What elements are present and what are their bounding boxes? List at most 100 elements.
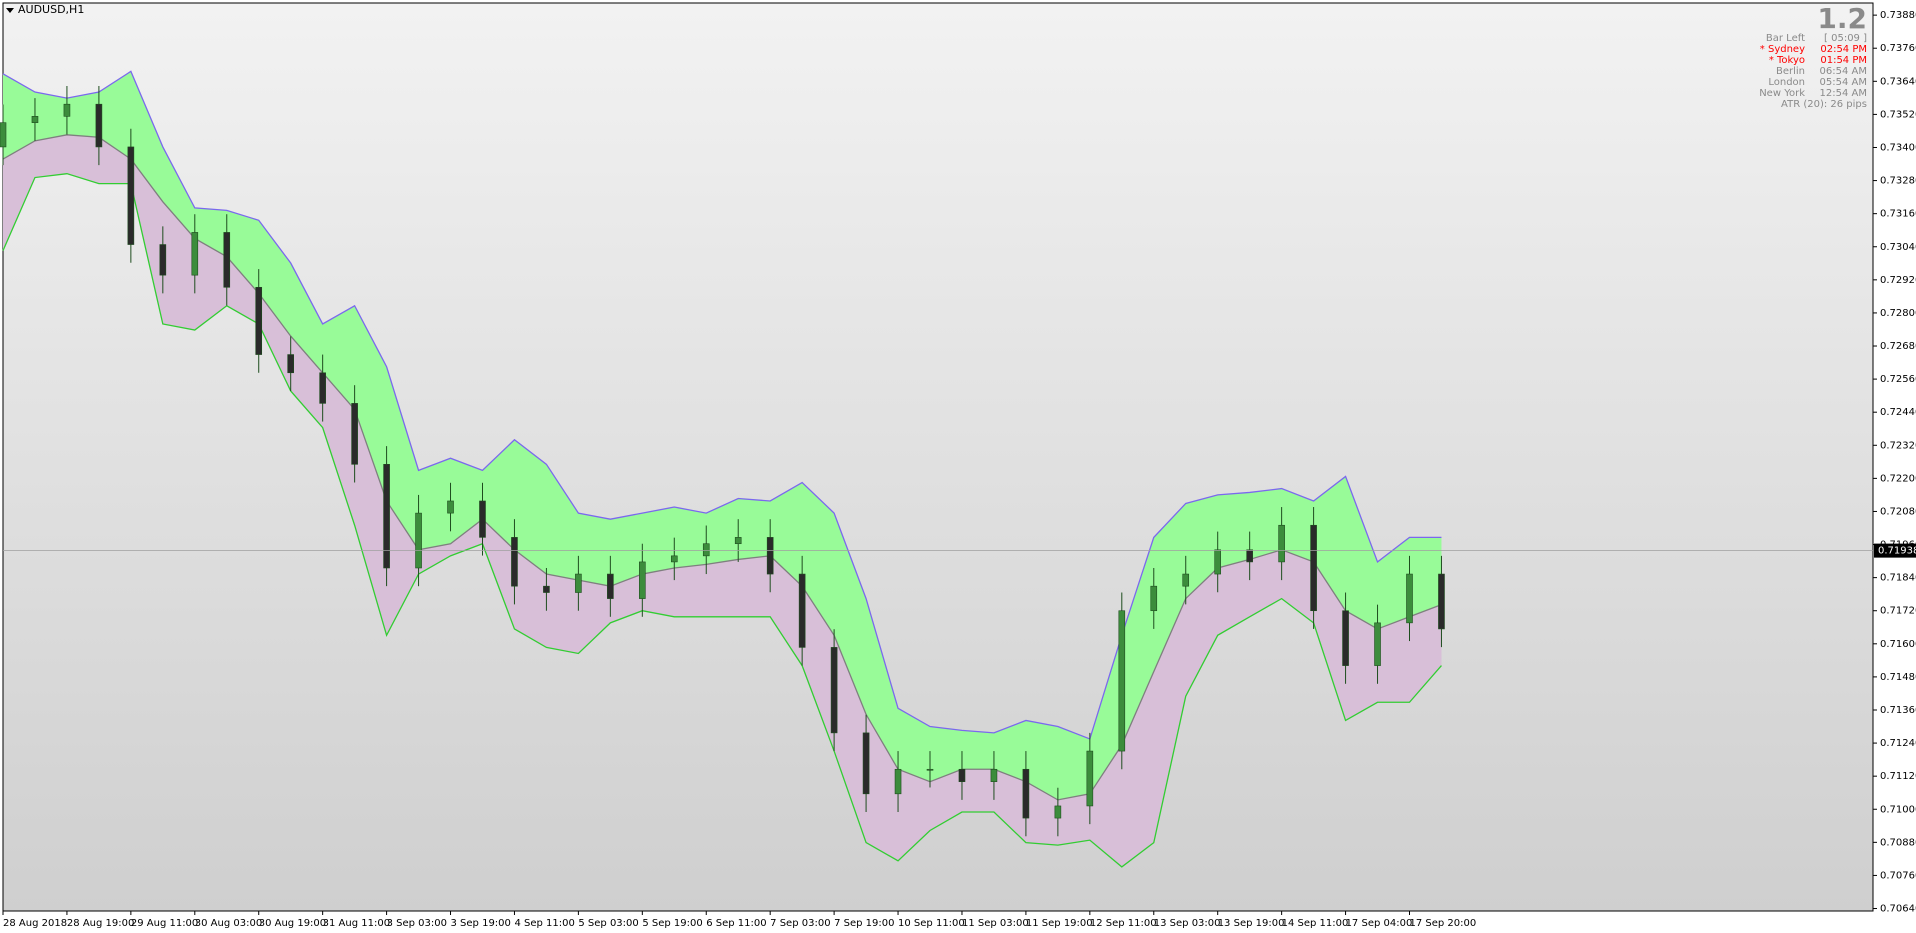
info-label: New York (1759, 88, 1805, 99)
middle-band (2, 134, 1442, 801)
x-tick-label: 30 Aug 03:00 (195, 918, 262, 929)
info-label: Bar Left (1766, 33, 1805, 44)
x-tick-label: 31 Aug 11:00 (323, 918, 390, 929)
x-tick-label: 28 Aug 19:00 (67, 918, 134, 929)
x-tick-label: 14 Sep 11:00 (1282, 918, 1349, 929)
upper-band (2, 70, 1442, 740)
candle-body (0, 122, 7, 148)
candle-body (447, 500, 454, 514)
info-time: 02:54 PM (1820, 44, 1867, 55)
y-tick-label: 0.70640 (1880, 904, 1916, 915)
candle-body (1374, 622, 1381, 666)
info-time: 05:54 AM (1820, 77, 1867, 88)
info-time: [ 05:09 ] (1824, 33, 1867, 44)
x-tick-label: 13 Sep 19:00 (1218, 918, 1285, 929)
candle-body (639, 561, 646, 599)
candle-body (1214, 549, 1222, 575)
info-label: London (1768, 77, 1805, 88)
x-tick-label: 10 Sep 11:00 (898, 918, 965, 929)
candle-body (319, 372, 326, 404)
candle-body (351, 403, 358, 465)
candle-body (479, 500, 486, 538)
candle-body (1246, 549, 1253, 563)
upper-band-area (3, 71, 1442, 800)
candle-body (862, 732, 870, 795)
candle-body (894, 768, 902, 795)
candle-body (1342, 610, 1349, 666)
x-tick-label: 13 Sep 03:00 (1154, 918, 1221, 929)
info-value: 1.2 (1817, 2, 1867, 35)
candle-body (223, 232, 231, 288)
candle-body (1150, 585, 1158, 612)
chart-title: AUDUSD,H1 (18, 3, 84, 16)
candle-body (1022, 768, 1030, 819)
candle-body (127, 146, 135, 245)
info-label: Berlin (1776, 66, 1805, 77)
candle-body (1310, 524, 1317, 612)
x-tick-label: 3 Sep 03:00 (387, 918, 447, 929)
candle-body (287, 354, 294, 374)
candle-body (159, 244, 167, 276)
x-tick-label: 7 Sep 19:00 (834, 918, 894, 929)
candle-body (670, 555, 678, 563)
candle-body (511, 537, 518, 587)
info-time: 06:54 AM (1820, 66, 1867, 77)
symbol-menu-icon[interactable] (6, 8, 14, 13)
info-footer: ATR (20): 26 pips (1781, 99, 1867, 110)
x-tick-label: 17 Sep 04:00 (1346, 918, 1413, 929)
candle-body (191, 232, 199, 276)
candle-body (702, 543, 710, 557)
x-tick-label: 29 Aug 11:00 (131, 918, 198, 929)
candle-body (1182, 573, 1190, 587)
candle-body (1406, 573, 1413, 624)
x-tick-label: 17 Sep 20:00 (1409, 918, 1476, 929)
lower-band (2, 173, 1442, 868)
x-tick-label: 4 Sep 11:00 (514, 918, 574, 929)
candle-body (1438, 573, 1445, 630)
candle-body (255, 286, 263, 355)
candle-body (31, 116, 39, 123)
candle-body (830, 647, 838, 734)
candle-body (575, 573, 582, 593)
x-tick-label: 30 Aug 19:00 (259, 918, 326, 929)
candle-body (798, 573, 806, 648)
candle-body (1278, 524, 1285, 563)
current-price-label: 0.71938 (1878, 546, 1916, 557)
candle-body (63, 103, 71, 117)
x-tick-label: 3 Sep 19:00 (451, 918, 511, 929)
x-tick-label: 12 Sep 11:00 (1090, 918, 1157, 929)
candle-body (766, 537, 774, 575)
candle-body (734, 537, 742, 545)
x-tick-label: 5 Sep 03:00 (578, 918, 638, 929)
candle-body (415, 512, 422, 569)
info-label: * Sydney (1760, 44, 1805, 55)
x-tick-label: 11 Sep 19:00 (1026, 918, 1093, 929)
current-price-box (1874, 543, 1916, 558)
candle-body (990, 768, 998, 782)
